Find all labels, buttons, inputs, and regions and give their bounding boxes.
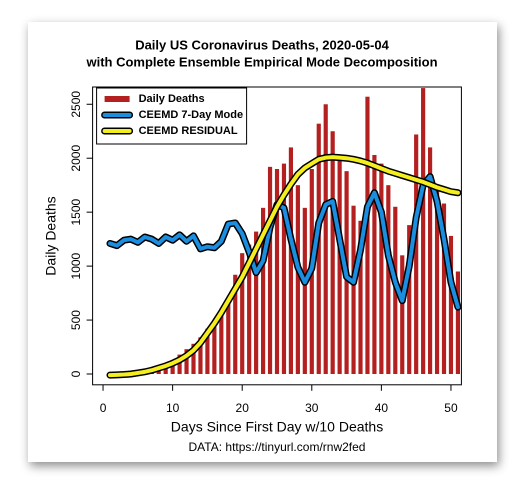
y-tick-label: 0 [69, 370, 83, 377]
bar [219, 313, 224, 375]
bar [386, 185, 391, 375]
bar [254, 231, 259, 375]
x-tick-label: 0 [100, 401, 107, 415]
bar [421, 88, 426, 375]
bar [288, 147, 294, 375]
line [108, 155, 460, 378]
bar [372, 154, 377, 375]
bar [247, 244, 252, 375]
x-tick-label: 10 [166, 401, 180, 415]
y-tick-label: 2000 [69, 145, 83, 172]
bar [441, 203, 447, 375]
bar [365, 96, 370, 375]
bar [302, 207, 307, 375]
bar [281, 163, 287, 375]
bar [205, 328, 210, 375]
bar [184, 349, 189, 375]
bar [295, 185, 300, 375]
x-tick-label: 30 [305, 401, 319, 415]
bar [191, 343, 196, 375]
bar [240, 253, 245, 375]
y-tick-label: 1500 [69, 198, 83, 225]
x-axis-label: Days Since First Day w/10 Deaths [171, 419, 383, 435]
bar [330, 131, 335, 375]
bar [212, 322, 217, 375]
chart-title: Daily US Coronavirus Deaths, 2020-05-04 [135, 37, 389, 52]
bar [407, 225, 412, 375]
x-tick-label: 20 [236, 401, 250, 415]
bar [455, 271, 461, 375]
chart-subtitle: with Complete Ensemble Empirical Mode De… [85, 54, 437, 69]
bar [316, 123, 321, 375]
y-axis-label: Daily Deaths [43, 196, 59, 275]
line [108, 174, 460, 310]
bar [379, 163, 384, 375]
bar [267, 166, 273, 375]
bar [274, 169, 280, 375]
bar [351, 205, 356, 375]
y-tick-label: 2500 [69, 91, 83, 118]
bar [260, 207, 266, 375]
bar [170, 359, 175, 375]
bar [358, 220, 363, 375]
source-note: DATA: https://tinyurl.com/rnw2fed [189, 440, 366, 454]
legend-label: CEEMD RESIDUAL [139, 125, 238, 137]
y-tick-label: 1000 [69, 252, 83, 279]
bar [337, 158, 342, 375]
bar [233, 274, 238, 375]
bar [427, 147, 433, 375]
bar [434, 190, 440, 375]
bar [198, 337, 203, 375]
legend-label: Daily Deaths [139, 93, 205, 105]
x-tick-label: 50 [444, 401, 458, 415]
bar [414, 134, 419, 375]
bar [226, 300, 231, 375]
legend-label: CEEMD 7-Day Mode [139, 109, 244, 121]
bar [400, 255, 405, 375]
y-tick-label: 500 [69, 310, 83, 330]
legend-swatch [104, 96, 130, 102]
plot-frame [92, 86, 462, 386]
bar [323, 104, 328, 375]
bar [177, 354, 182, 375]
x-tick-label: 40 [375, 401, 389, 415]
bar [448, 235, 454, 375]
